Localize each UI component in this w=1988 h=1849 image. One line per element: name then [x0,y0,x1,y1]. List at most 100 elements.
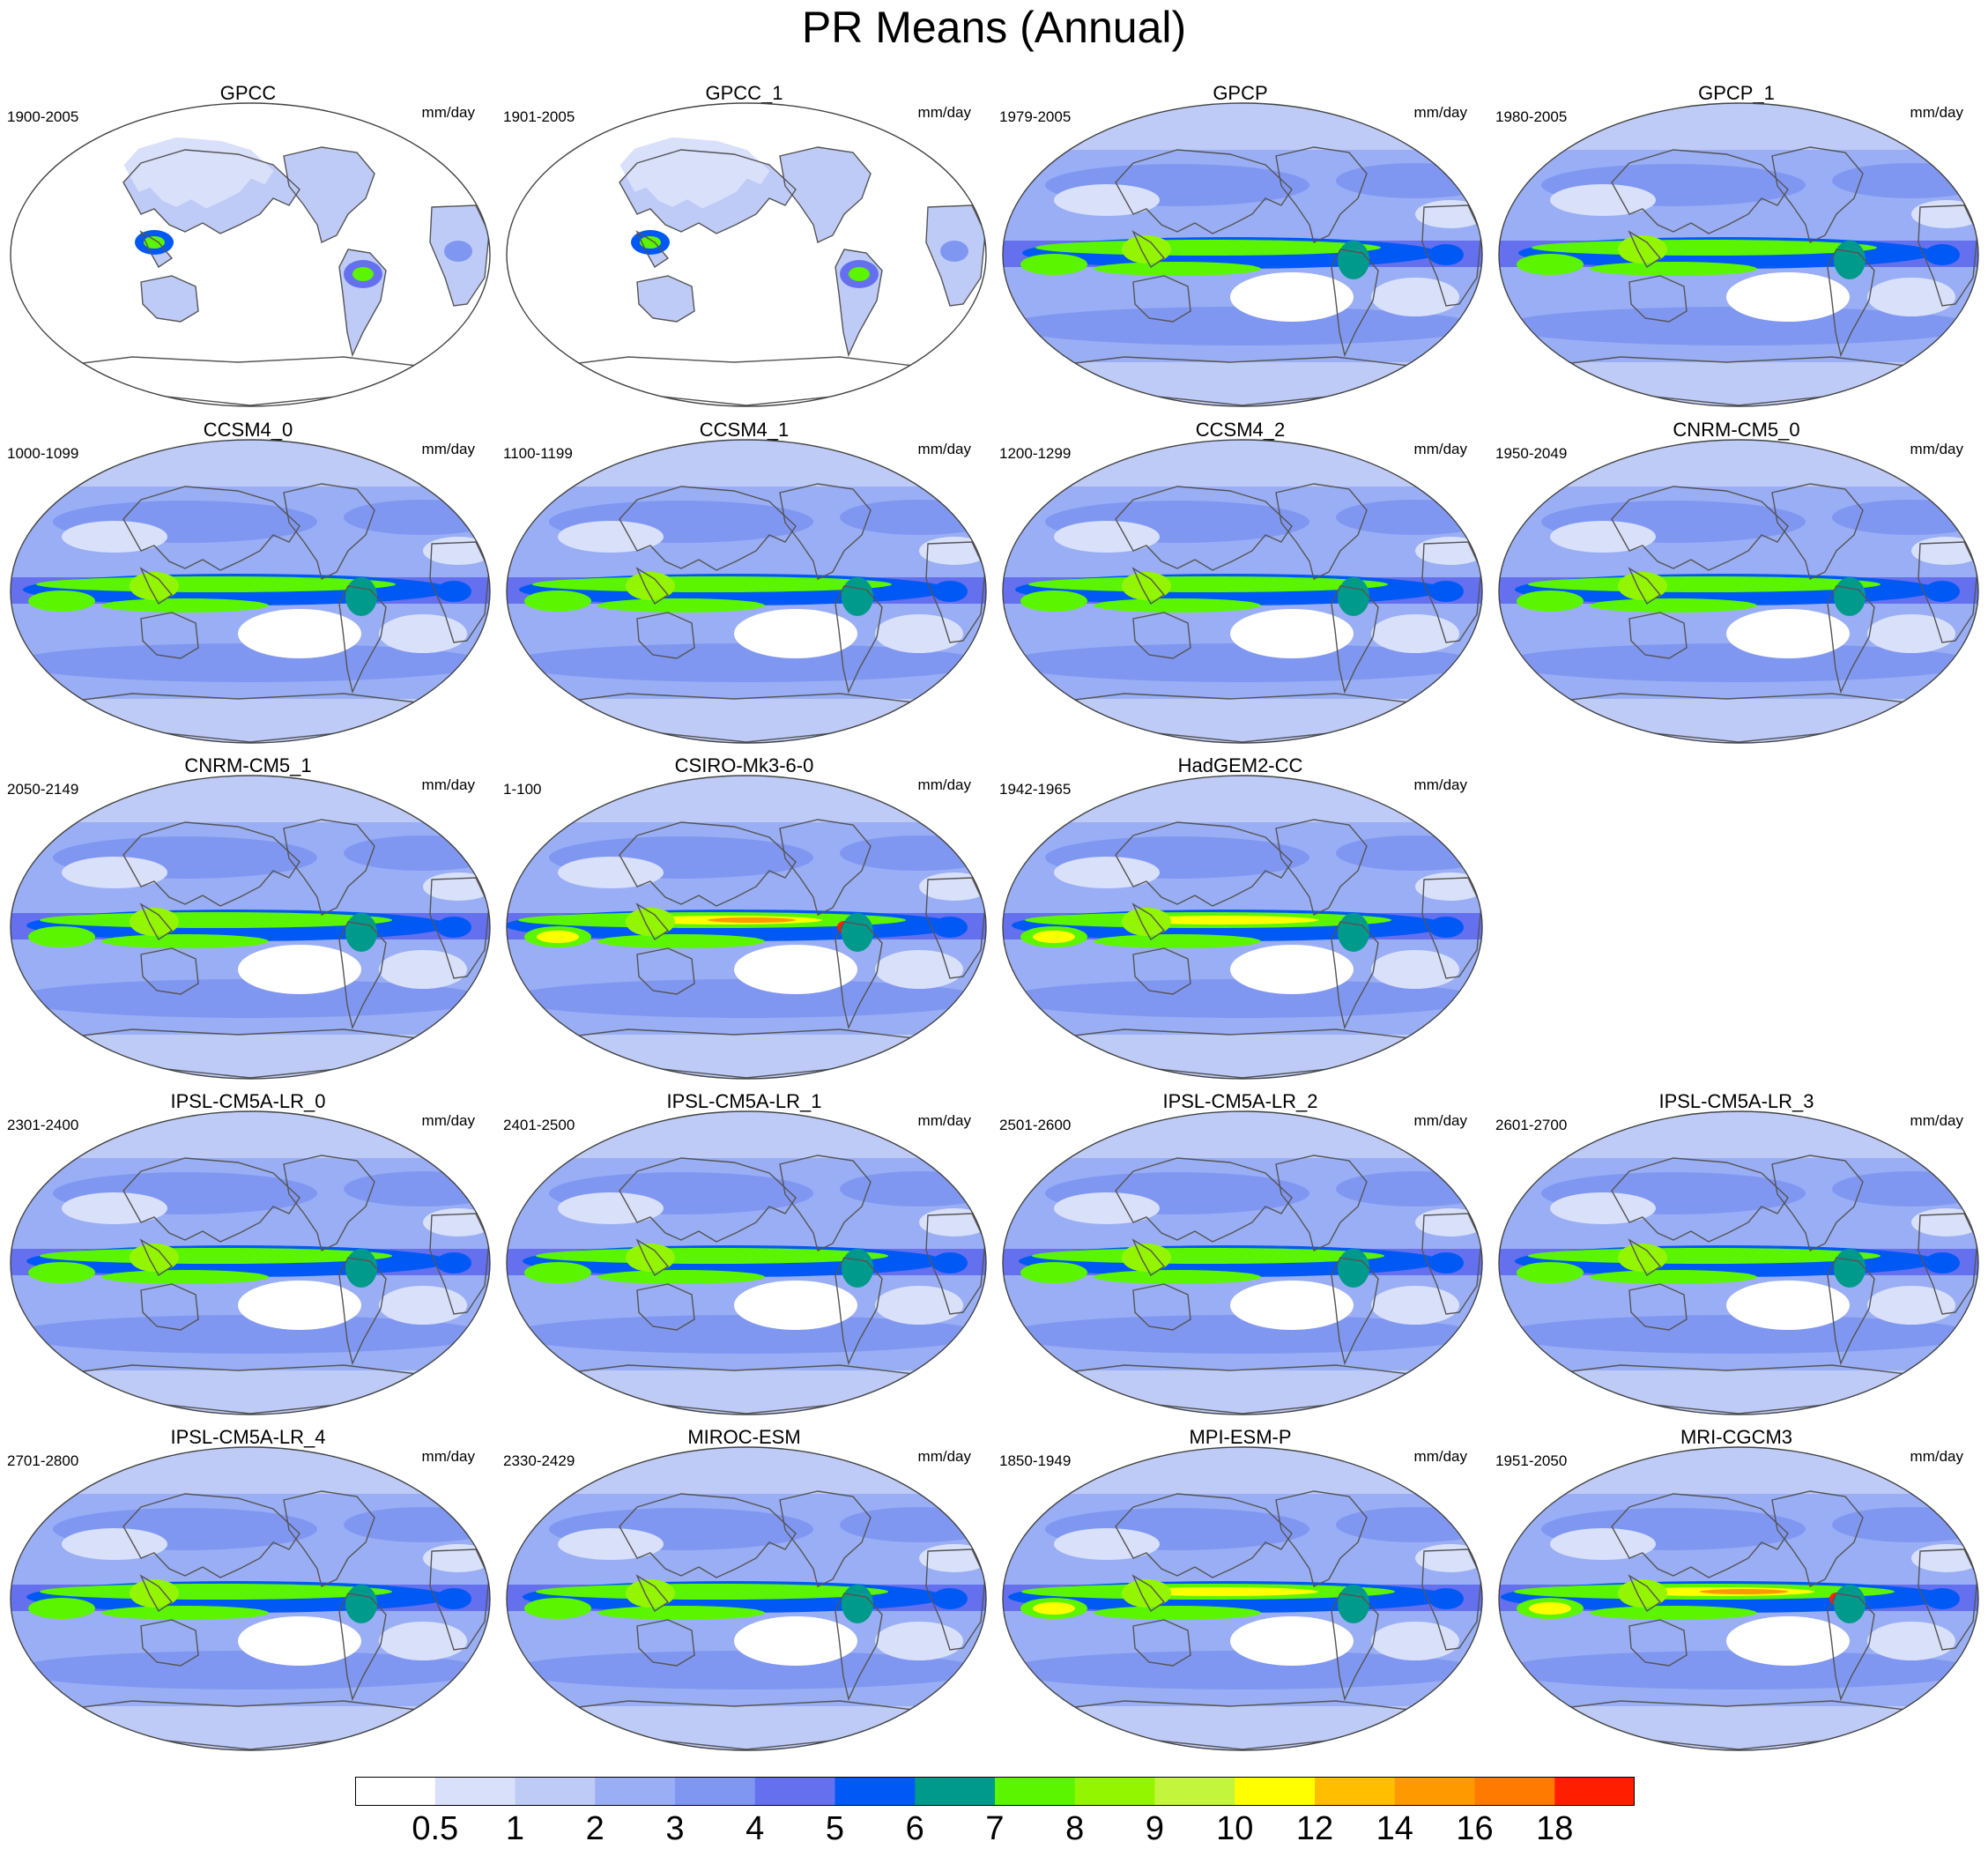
panel-period: 1950-2049 [1495,445,1568,462]
map-boundary [506,775,987,1080]
colorbar-swatch [995,1777,1076,1806]
colorbar-swatch [355,1777,436,1806]
panel-units: mm/day [917,104,971,121]
world-map [1498,102,1979,407]
world-map [1002,1446,1483,1751]
world-map [1002,102,1483,407]
world-map [506,439,987,744]
map-boundary [1002,1446,1483,1751]
panel-title: GPCC_1 [705,82,783,104]
map-boundary [1498,1110,1979,1415]
panel-title: CCSM4_0 [203,419,293,441]
panel-title: GPCC [219,82,277,104]
colorbar-swatch [1074,1777,1155,1806]
panel-units: mm/day [421,1448,475,1465]
map-panel: CSIRO-Mk3-6-0 1-100 mm/day [496,754,992,1085]
panel-title: MIROC-ESM [687,1426,801,1448]
world-map [506,1446,987,1751]
map-boundary [1002,775,1483,1080]
panel-period: 1-100 [503,781,542,798]
map-boundary [10,1446,491,1751]
panel-units: mm/day [917,1112,971,1129]
map-boundary [1498,439,1979,744]
world-map [1002,439,1483,744]
panel-units: mm/day [1910,104,1963,121]
precip-field [507,1447,986,1750]
panel-title: IPSL-CM5A-LR_2 [1162,1090,1318,1112]
panel-units: mm/day [1413,1112,1467,1129]
map-boundary [1002,1110,1483,1415]
panel-title: GPCP_1 [1698,82,1775,104]
world-map [506,775,987,1080]
panel-period: 1200-1299 [999,445,1072,462]
map-panel: IPSL-CM5A-LR_2 2501-2600 mm/day [992,1090,1488,1421]
panel-units: mm/day [917,441,971,457]
colorbar-label: 5 [825,1810,845,1847]
map-panel: CNRM-CM5_1 2050-2149 mm/day [0,754,496,1085]
colorbar-label: 14 [1376,1810,1413,1847]
panel-period: 2701-2800 [7,1452,79,1469]
colorbar-label: 3 [665,1810,685,1847]
panel-period: 1901-2005 [503,108,575,125]
map-boundary [10,439,491,744]
colorbar-swatch [1154,1777,1235,1806]
panel-title: IPSL-CM5A-LR_0 [170,1090,326,1112]
map-panel: MPI-ESM-P 1850-1949 mm/day [992,1426,1488,1756]
panel-period: 2050-2149 [7,781,79,798]
map-panel: CNRM-CM5_0 1950-2049 mm/day [1488,419,1984,749]
panel-period: 1979-2005 [999,108,1072,125]
panel-period: 2330-2429 [503,1452,575,1469]
precip-field [1499,1111,1978,1415]
map-panel: GPCC_1 1901-2005 mm/day [496,82,992,412]
colorbar-label: 4 [746,1810,765,1847]
colorbar-label: 7 [985,1810,1005,1847]
panel-title: CCSM4_2 [1195,419,1286,441]
map-boundary [10,775,491,1080]
panel-period: 1942-1965 [999,781,1072,798]
colorbar-swatch [595,1777,676,1806]
map-panel: IPSL-CM5A-LR_1 2401-2500 mm/day [496,1090,992,1421]
world-map [1498,1446,1979,1751]
colorbar-swatch [1235,1777,1316,1806]
colorbar-swatch [915,1777,996,1806]
colorbar-label: 1 [505,1810,525,1847]
panel-title: CCSM4_1 [699,419,790,441]
panel-units: mm/day [1413,1448,1467,1465]
colorbar-swatch [835,1777,916,1806]
map-boundary [506,1446,987,1751]
world-map [10,1110,491,1415]
figure-title: PR Means (Annual) [801,3,1187,52]
map-boundary [506,102,987,407]
colorbar-swatch [1554,1777,1635,1806]
panel-period: 2601-2700 [1495,1117,1568,1133]
colorbar-swatch [434,1777,516,1806]
colorbar-label: 6 [905,1810,924,1847]
panel-units: mm/day [917,1448,971,1465]
map-panel: CCSM4_2 1200-1299 mm/day [992,419,1488,749]
map-boundary [1498,1446,1979,1751]
panel-units: mm/day [1910,1112,1963,1129]
world-map [10,102,491,407]
colorbar-swatch [1315,1777,1396,1806]
colorbar-label: 8 [1065,1810,1085,1847]
map-boundary [1002,439,1483,744]
panel-title: GPCP [1213,82,1268,104]
map-panel: IPSL-CM5A-LR_3 2601-2700 mm/day [1488,1090,1984,1421]
panel-title: IPSL-CM5A-LR_1 [666,1090,822,1112]
map-boundary [1498,102,1979,407]
colorbar-swatch [1394,1777,1475,1806]
colorbar-swatch [675,1777,756,1806]
world-map [10,439,491,744]
panel-units: mm/day [1413,776,1467,793]
panel-units: mm/day [421,776,475,793]
panel-units: mm/day [421,1112,475,1129]
colorbar-swatch [1474,1777,1555,1806]
world-map [1002,1110,1483,1415]
colorbar [355,1777,1635,1806]
world-map [1002,775,1483,1080]
panel-period: 1100-1199 [503,445,573,462]
colorbar-label: 10 [1216,1810,1254,1847]
map-panel: IPSL-CM5A-LR_0 2301-2400 mm/day [0,1090,496,1421]
panel-period: 1980-2005 [1495,108,1568,125]
colorbar-label: 16 [1456,1810,1494,1847]
